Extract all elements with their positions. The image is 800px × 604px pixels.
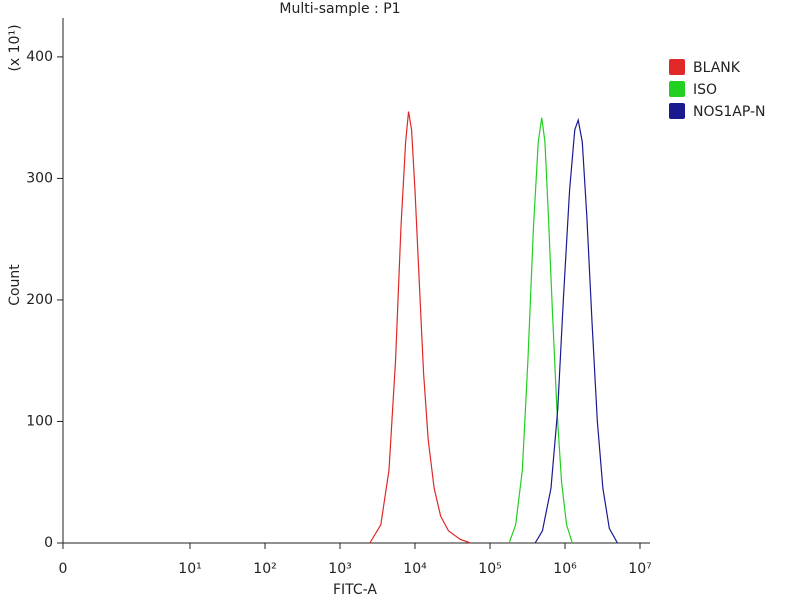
x-axis-label: FITC-A — [333, 582, 377, 598]
y-tick-label: 400 — [26, 49, 53, 65]
legend-swatch — [669, 103, 685, 119]
legend-label: ISO — [693, 82, 717, 98]
y-multiplier: (x 10¹) — [7, 24, 23, 71]
x-tick-label: 10⁵ — [478, 561, 501, 577]
x-tick-label: 10⁷ — [628, 561, 651, 577]
y-tick-label: 100 — [26, 413, 53, 429]
legend-label: BLANK — [693, 60, 741, 76]
x-tick-label: 0 — [59, 561, 68, 577]
y-tick-label: 0 — [44, 535, 53, 551]
x-tick-label: 10² — [253, 561, 276, 577]
y-tick-label: 300 — [26, 170, 53, 186]
legend-swatch — [669, 81, 685, 97]
legend-swatch — [669, 59, 685, 75]
series-line — [534, 117, 618, 544]
x-tick-label: 10⁴ — [403, 561, 427, 577]
series-line — [369, 111, 471, 544]
y-tick-label: 200 — [26, 292, 53, 308]
x-tick-label: 10³ — [328, 561, 351, 577]
x-tick-label: 10¹ — [178, 561, 201, 577]
y-axis-label: Count — [7, 264, 23, 306]
chart-title: Multi-sample : P1 — [279, 1, 400, 17]
series-line — [508, 117, 573, 544]
x-tick-label: 10⁶ — [553, 561, 577, 577]
legend-label: NOS1AP-N — [693, 104, 766, 120]
